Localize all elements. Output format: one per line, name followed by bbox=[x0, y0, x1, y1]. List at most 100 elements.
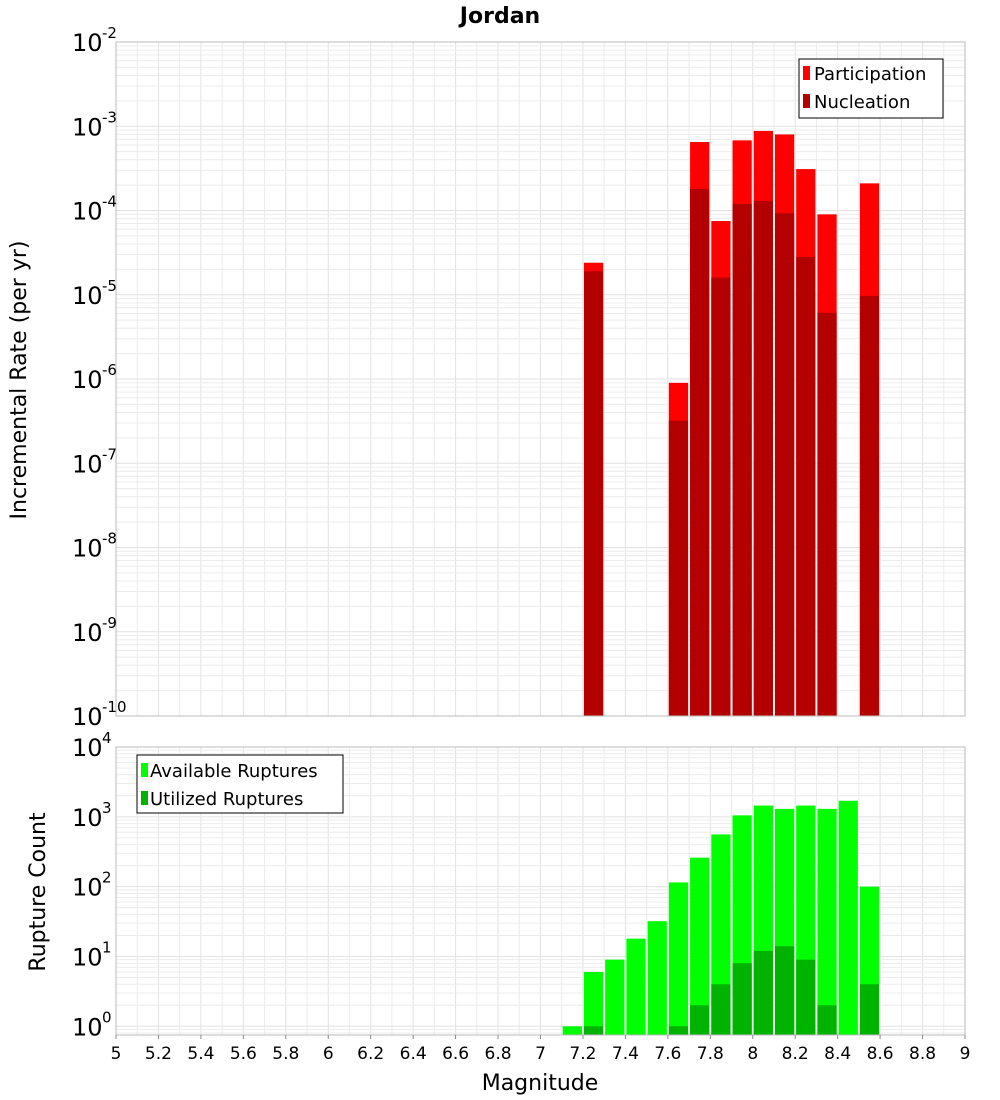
y-tick-label: 10 bbox=[72, 943, 103, 971]
x-axis-label: Magnitude bbox=[482, 1071, 599, 1096]
x-tick-label: 7.2 bbox=[569, 1044, 596, 1064]
available-ruptures-bar bbox=[668, 882, 689, 1035]
x-tick-label: 5.2 bbox=[145, 1044, 172, 1064]
bottom-plot-bars bbox=[562, 800, 880, 1035]
nucleation-bar bbox=[668, 420, 689, 716]
y-tick-exponent: -5 bbox=[102, 277, 117, 295]
y-tick-exponent: -8 bbox=[102, 530, 117, 548]
nucleation-bar bbox=[711, 277, 731, 716]
utilized-ruptures-bar bbox=[817, 1005, 837, 1035]
x-tick-label: 5.4 bbox=[187, 1044, 214, 1064]
x-tick-label: 6 bbox=[323, 1044, 334, 1064]
nucleation-bar bbox=[732, 203, 752, 716]
x-tick-label: 5.6 bbox=[230, 1044, 257, 1064]
utilized-ruptures-bar bbox=[796, 959, 816, 1035]
x-tick-label: 6.2 bbox=[357, 1044, 384, 1064]
utilized-ruptures-bar bbox=[859, 984, 880, 1035]
x-tick-label: 6.6 bbox=[442, 1044, 469, 1064]
x-tick-label: 8.6 bbox=[867, 1044, 894, 1064]
y-tick-label: 10 bbox=[72, 874, 103, 902]
y-tick-exponent: 3 bbox=[102, 799, 112, 817]
y-tick-label: 10 bbox=[72, 804, 103, 832]
x-tick-label: 8 bbox=[747, 1044, 758, 1064]
nucleation-bar bbox=[690, 188, 710, 716]
x-tick-label: 9 bbox=[960, 1044, 971, 1064]
x-tick-label: 7 bbox=[535, 1044, 546, 1064]
nucleation-bar bbox=[796, 257, 816, 716]
available-ruptures-bar bbox=[605, 959, 625, 1035]
top-y-axis-ticks: 10-210-310-410-510-610-710-810-910-10 bbox=[72, 24, 127, 731]
y-tick-label: 10 bbox=[72, 366, 103, 394]
legend-label-nucleation: Nucleation bbox=[814, 92, 910, 113]
y-tick-label: 10 bbox=[72, 198, 103, 226]
legend-label-utilized-ruptures: Utilized Ruptures bbox=[150, 789, 303, 810]
y-tick-exponent: 1 bbox=[102, 938, 112, 956]
y-tick-exponent: 4 bbox=[102, 729, 112, 747]
y-tick-exponent: -2 bbox=[102, 24, 117, 42]
y-tick-exponent: -7 bbox=[102, 445, 117, 463]
bottom-y-axis-label: Rupture Count bbox=[26, 812, 51, 972]
y-tick-label: 10 bbox=[72, 29, 103, 57]
y-tick-exponent: -3 bbox=[102, 108, 117, 126]
nucleation-bar bbox=[859, 295, 880, 716]
x-tick-label: 7.4 bbox=[612, 1044, 639, 1064]
top-plot-grid bbox=[115, 42, 966, 717]
legend-swatch-utilized-ruptures bbox=[141, 791, 148, 805]
y-tick-label: 10 bbox=[72, 282, 103, 310]
x-tick-label: 7.8 bbox=[697, 1044, 724, 1064]
available-ruptures-bar bbox=[626, 938, 646, 1035]
y-tick-exponent: -4 bbox=[102, 193, 117, 211]
y-tick-exponent: -6 bbox=[102, 361, 117, 379]
x-tick-label: 7.6 bbox=[654, 1044, 681, 1064]
x-tick-label: 5 bbox=[111, 1044, 122, 1064]
utilized-ruptures-bar bbox=[711, 984, 731, 1035]
x-tick-label: 6.4 bbox=[400, 1044, 427, 1064]
available-ruptures-bar bbox=[817, 808, 837, 1035]
available-ruptures-bar bbox=[583, 971, 604, 1035]
x-axis-ticks: 5 5.2 5.4 5.6 5.8 6 6.2 6.4 6.6 6.8 7 7.2 7.4 7.6 7.8 8… bbox=[111, 1035, 971, 1064]
bottom-legend-box bbox=[136, 754, 344, 814]
y-tick-label: 10 bbox=[72, 1013, 103, 1041]
legend-swatch-participation bbox=[803, 66, 810, 80]
utilized-ruptures-bar bbox=[583, 1026, 604, 1035]
y-tick-label: 10 bbox=[72, 535, 103, 563]
available-ruptures-bar bbox=[838, 800, 858, 1035]
utilized-ruptures-bar bbox=[690, 1005, 710, 1035]
utilized-ruptures-bar bbox=[668, 1026, 689, 1035]
utilized-ruptures-bar bbox=[774, 946, 795, 1035]
top-plot-bars bbox=[583, 130, 880, 716]
legend-label-participation: Participation bbox=[814, 64, 926, 85]
top-y-axis-label: Incremental Rate (per yr) bbox=[7, 241, 32, 520]
y-tick-exponent: -10 bbox=[102, 698, 127, 716]
y-tick-label: 10 bbox=[72, 703, 103, 731]
x-tick-label: 8.8 bbox=[909, 1044, 936, 1064]
utilized-ruptures-bar bbox=[732, 963, 752, 1035]
x-tick-label: 5.8 bbox=[272, 1044, 299, 1064]
legend-label-available-ruptures: Available Ruptures bbox=[150, 761, 318, 782]
y-tick-label: 10 bbox=[72, 619, 103, 647]
legend-swatch-nucleation bbox=[803, 94, 810, 108]
available-ruptures-bar bbox=[562, 1026, 582, 1035]
available-ruptures-bar bbox=[647, 921, 667, 1035]
available-ruptures-bar bbox=[690, 857, 710, 1035]
top-plot-frame bbox=[115, 41, 966, 717]
bottom-legend: Available Ruptures Utilized Ruptures bbox=[136, 754, 344, 814]
x-tick-label: 6.8 bbox=[485, 1044, 512, 1064]
top-legend: Participation Nucleation bbox=[798, 58, 944, 119]
y-tick-exponent: 2 bbox=[102, 869, 112, 887]
utilized-ruptures-bar bbox=[753, 950, 773, 1035]
legend-swatch-available-ruptures bbox=[141, 763, 148, 777]
chart-title: Jordan bbox=[458, 4, 540, 29]
top-legend-box bbox=[798, 58, 944, 119]
x-tick-label: 8.2 bbox=[782, 1044, 809, 1064]
nucleation-bar bbox=[753, 200, 773, 716]
nucleation-bar bbox=[583, 271, 604, 716]
y-tick-label: 10 bbox=[72, 113, 103, 141]
nucleation-bar bbox=[817, 312, 837, 716]
y-tick-exponent: 0 bbox=[102, 1008, 112, 1026]
y-tick-label: 10 bbox=[72, 734, 103, 762]
y-tick-exponent: -9 bbox=[102, 614, 117, 632]
x-tick-label: 8.4 bbox=[824, 1044, 851, 1064]
